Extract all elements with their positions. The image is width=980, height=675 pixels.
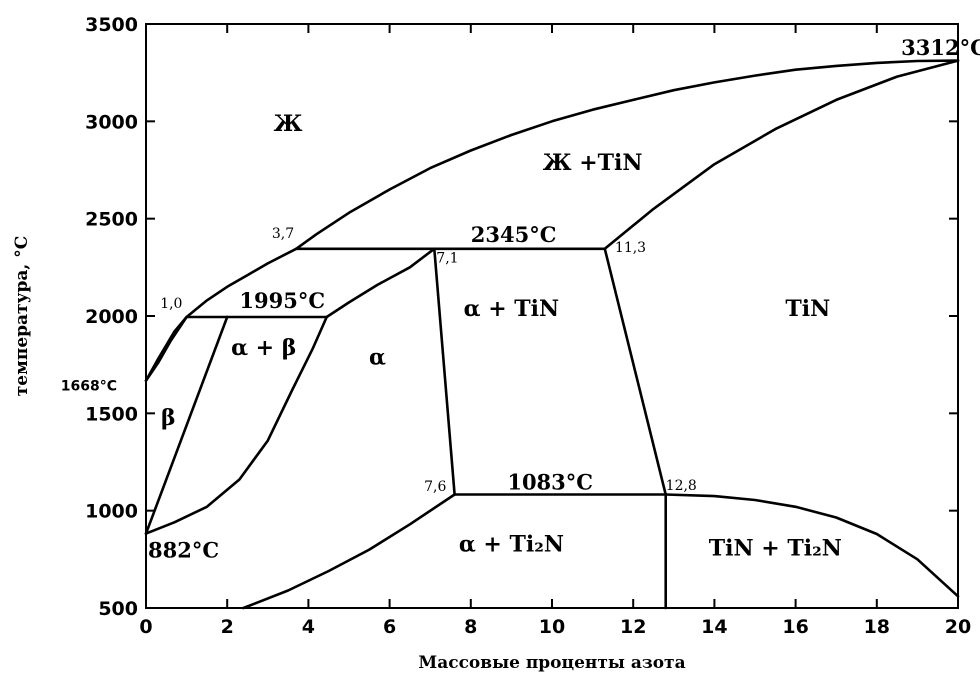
y-tick-label: 3000	[85, 111, 138, 133]
temperature-label: 882°C	[148, 537, 219, 562]
x-tick-label: 16	[782, 616, 808, 638]
curve-beta-solidus	[144, 315, 188, 382]
x-tick-label: 14	[701, 616, 727, 638]
x-tick-label: 8	[464, 616, 477, 638]
curve-alpha-ti2n-boundary	[242, 493, 456, 610]
region-label: α + Ti₂N	[459, 532, 564, 558]
composition-label: 12,8	[666, 478, 697, 494]
y-tick-label: 1500	[85, 403, 138, 425]
temperature-label: 1995°C	[239, 288, 325, 313]
y-axis-label: температура, °C	[12, 236, 32, 396]
region-label: TiN	[785, 296, 830, 322]
composition-label: 1,0	[160, 296, 182, 312]
y-tick-label: 1000	[85, 501, 138, 523]
curve-liquidus-tin	[603, 59, 960, 251]
curve-liquidus-main	[294, 59, 960, 251]
diagram-labels: Ж Ж +TiN TiN α + TiN α + β α β α + Ti₂N TiN + Ti…	[61, 35, 980, 562]
temperature-label: 2345°C	[471, 222, 557, 247]
curve-liquidus-left	[144, 247, 298, 382]
y-tick-label: 500	[98, 598, 138, 620]
region-label: α	[369, 345, 386, 371]
composition-label: 3,7	[272, 226, 294, 242]
y-tick-label: 2000	[85, 306, 138, 328]
region-label: α + β	[231, 335, 296, 361]
x-tick-label: 12	[620, 616, 646, 638]
axis-ticks: 0 2 4 6 8 10 12 14 16 18 20 500 1000 1500 2000 2500 3000…	[85, 14, 971, 638]
curve-beta-alpha-left	[144, 315, 229, 535]
x-tick-label: 10	[539, 616, 565, 638]
curve-alpha-tin-right	[603, 247, 667, 496]
region-label: β	[161, 405, 176, 431]
region-label: α + TiN	[464, 296, 560, 322]
temperature-label: 1668°C	[61, 378, 117, 394]
composition-label: 11,3	[615, 240, 646, 256]
composition-label: 7,6	[424, 479, 446, 495]
curve-alpha-beta-right	[144, 315, 328, 535]
region-label: Ж	[274, 111, 303, 137]
y-tick-label: 3500	[85, 14, 138, 36]
x-tick-label: 0	[139, 616, 152, 638]
curve-alpha-liquid-boundary	[325, 247, 436, 319]
x-tick-label: 18	[864, 616, 890, 638]
temperature-label: 3312°C	[901, 35, 980, 60]
phase-curves	[144, 59, 960, 610]
composition-label: 7,1	[436, 250, 458, 266]
region-label: TiN + Ti₂N	[709, 535, 842, 561]
x-axis-label: Массовые проценты азота	[418, 653, 685, 673]
y-tick-label: 2500	[85, 209, 138, 231]
curve-alpha-tin-left	[433, 247, 456, 496]
region-label: Ж +TiN	[543, 150, 643, 176]
temperature-label: 1083°C	[507, 469, 593, 494]
x-tick-label: 20	[945, 616, 971, 638]
x-tick-label: 4	[302, 616, 315, 638]
x-tick-label: 6	[383, 616, 396, 638]
curve-tin-right-solvus	[664, 493, 960, 598]
x-tick-label: 2	[221, 616, 234, 638]
